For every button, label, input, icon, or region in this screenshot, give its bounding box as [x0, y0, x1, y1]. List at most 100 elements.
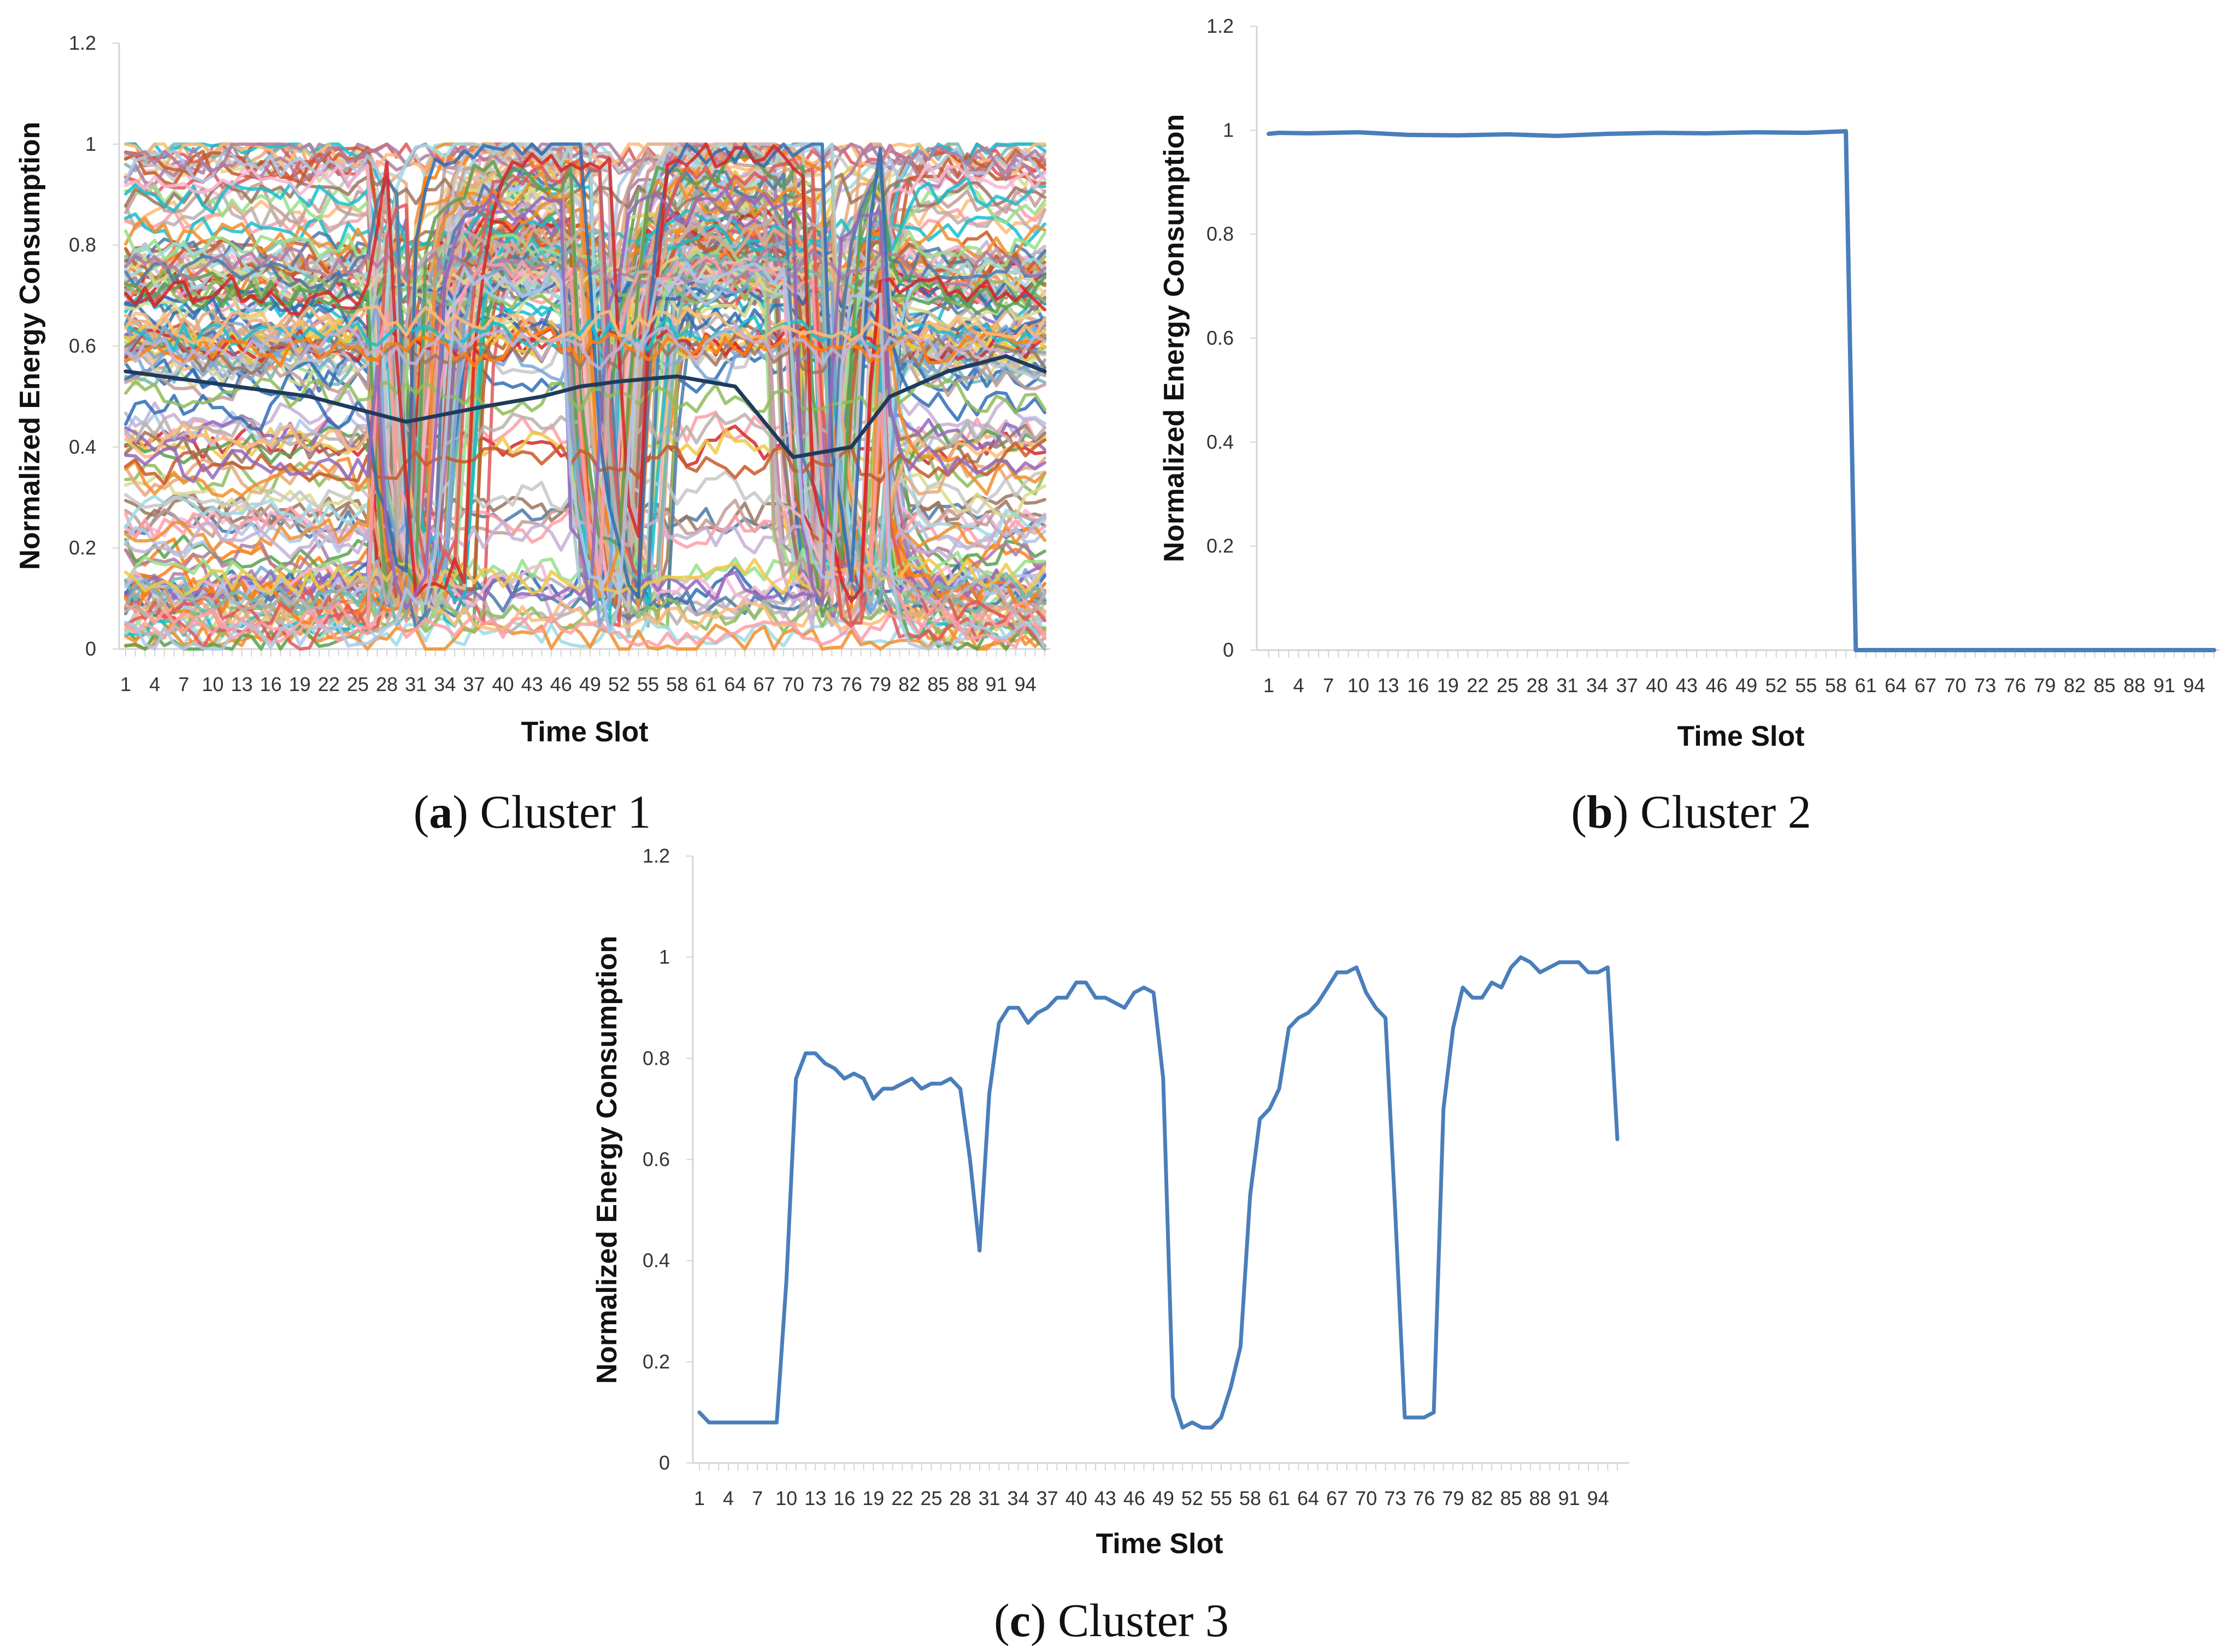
- y-tick-label: 1.2: [69, 32, 96, 54]
- x-tick-label: 58: [1825, 674, 1847, 697]
- x-tick-label: 37: [1037, 1487, 1058, 1509]
- x-tick-label: 40: [1065, 1487, 1087, 1509]
- x-tick-label: 52: [1181, 1487, 1203, 1509]
- x-tick-label: 10: [202, 673, 223, 695]
- y-tick-label: 0.4: [1206, 430, 1234, 453]
- cluster-1-profile-line: [124, 142, 1046, 593]
- x-tick-label: 64: [1297, 1487, 1319, 1509]
- x-tick-label: 43: [1094, 1487, 1116, 1509]
- x-tick-label: 79: [2034, 674, 2056, 697]
- x-tick-label: 88: [1529, 1487, 1551, 1509]
- cluster-1-profile-line: [124, 438, 1046, 486]
- x-tick-label: 34: [434, 673, 456, 695]
- x-tick-label: 49: [1152, 1487, 1174, 1509]
- x-tick-label: 58: [1239, 1487, 1261, 1509]
- x-tick-label: 67: [1915, 674, 1936, 697]
- highlight-profile-line: [123, 354, 1047, 459]
- x-tick-label: 55: [1210, 1487, 1232, 1509]
- series-line-b-0: [1267, 129, 2216, 652]
- panel-c-ticks: 00.20.40.60.811.21 4 7 10 13 16 19 22 25 28 31 34 37…: [643, 845, 1618, 1509]
- y-tick-label: 0.8: [69, 234, 96, 256]
- x-tick-label: 37: [463, 673, 485, 695]
- panel-b: 00.20.40.60.811.21 4 7 10 13 16 19 22 25 28 31 34 37…: [1158, 15, 2220, 838]
- x-tick-label: 13: [1377, 674, 1399, 697]
- x-tick-label: 49: [579, 673, 601, 695]
- x-tick-label: 28: [1527, 674, 1549, 697]
- x-tick-label: 46: [1705, 674, 1727, 697]
- x-tick-label: 64: [1885, 674, 1906, 697]
- y-tick-label: 0.2: [643, 1350, 670, 1373]
- x-tick-label: 7: [752, 1487, 763, 1509]
- x-tick-label: 55: [1795, 674, 1817, 697]
- x-tick-label: 88: [2123, 674, 2145, 697]
- x-tick-label: 7: [178, 673, 189, 695]
- y-tick-label: 1: [85, 133, 96, 155]
- x-tick-label: 88: [956, 673, 978, 695]
- x-tick-label: 13: [231, 673, 252, 695]
- x-tick-label: 58: [666, 673, 688, 695]
- x-tick-label: 10: [775, 1487, 797, 1509]
- panel-c-y-title: Normalized Energy Consumption: [591, 936, 623, 1384]
- cluster-1-profile-line: [124, 377, 1046, 416]
- panel-b-y-title: Normalized Energy Consumption: [1158, 114, 1190, 563]
- panel-a: 00.20.40.60.811.21 4 7 10 13 16 19 22 25 28 31 34 37…: [14, 32, 1050, 838]
- cluster-1-profile-line: [124, 324, 1046, 370]
- x-tick-label: 82: [1471, 1487, 1493, 1509]
- x-tick-label: 1: [120, 673, 131, 695]
- cluster-1-profile-line: [124, 253, 1046, 296]
- panel-b-x-title: Time Slot: [1677, 721, 1804, 752]
- y-tick-label: 1.2: [1206, 15, 1234, 37]
- x-tick-label: 40: [1646, 674, 1668, 697]
- panel-b-caption-text: Cluster 2: [1640, 786, 1811, 838]
- x-tick-label: 46: [550, 673, 572, 695]
- x-tick-label: 70: [1945, 674, 1967, 697]
- x-tick-label: 70: [1355, 1487, 1377, 1509]
- cluster-1-profile-line: [124, 255, 1046, 636]
- panel-b-ticks: 00.20.40.60.811.21 4 7 10 13 16 19 22 25 28 31 34 37…: [1206, 15, 2215, 697]
- x-tick-label: 34: [1008, 1487, 1029, 1509]
- cluster-1-profile-line: [124, 305, 1046, 345]
- panel-c: 00.20.40.60.811.21 4 7 10 13 16 19 22 25 28 31 34 37…: [591, 845, 1629, 1647]
- panel-a-caption-text: Cluster 1: [480, 786, 651, 838]
- x-tick-label: 82: [2064, 674, 2086, 697]
- x-tick-label: 79: [869, 673, 891, 695]
- x-tick-label: 19: [289, 673, 311, 695]
- panel-b-caption-letter: b: [1587, 786, 1613, 838]
- y-tick-label: 0.6: [69, 335, 96, 357]
- panel-c-caption: (c) Cluster 3: [994, 1594, 1229, 1647]
- x-tick-label: 64: [724, 673, 746, 695]
- y-tick-label: 0.8: [643, 1047, 670, 1069]
- panel-b-caption: (b) Cluster 2: [1571, 786, 1811, 838]
- x-tick-label: 31: [979, 1487, 1000, 1509]
- y-tick-label: 0.2: [69, 536, 96, 559]
- x-tick-label: 91: [1558, 1487, 1580, 1509]
- x-tick-label: 73: [1384, 1487, 1406, 1509]
- panel-b-series: [1267, 129, 2216, 652]
- x-tick-label: 28: [949, 1487, 971, 1509]
- x-tick-label: 31: [405, 673, 427, 695]
- x-tick-label: 85: [927, 673, 949, 695]
- panel-c-caption-letter: c: [1010, 1594, 1031, 1647]
- y-tick-label: 0: [659, 1452, 670, 1474]
- x-tick-label: 49: [1735, 674, 1757, 697]
- x-tick-label: 46: [1123, 1487, 1145, 1509]
- x-tick-label: 55: [637, 673, 659, 695]
- cluster-1-profile-line: [124, 162, 1046, 602]
- x-tick-label: 4: [723, 1487, 734, 1509]
- x-tick-label: 43: [521, 673, 543, 695]
- x-tick-label: 7: [1323, 674, 1334, 697]
- x-tick-label: 1: [694, 1487, 705, 1509]
- x-tick-label: 79: [1442, 1487, 1464, 1509]
- x-tick-label: 85: [1500, 1487, 1522, 1509]
- x-tick-label: 19: [1437, 674, 1459, 697]
- y-tick-label: 0.6: [643, 1148, 670, 1171]
- x-tick-label: 40: [492, 673, 514, 695]
- y-tick-label: 0: [85, 638, 96, 660]
- x-tick-label: 67: [1326, 1487, 1348, 1509]
- y-tick-label: 1.2: [643, 845, 670, 867]
- x-tick-label: 91: [985, 673, 1007, 695]
- x-tick-label: 4: [1293, 674, 1304, 697]
- series-line-c-0: [697, 955, 1620, 1430]
- x-tick-label: 16: [833, 1487, 855, 1509]
